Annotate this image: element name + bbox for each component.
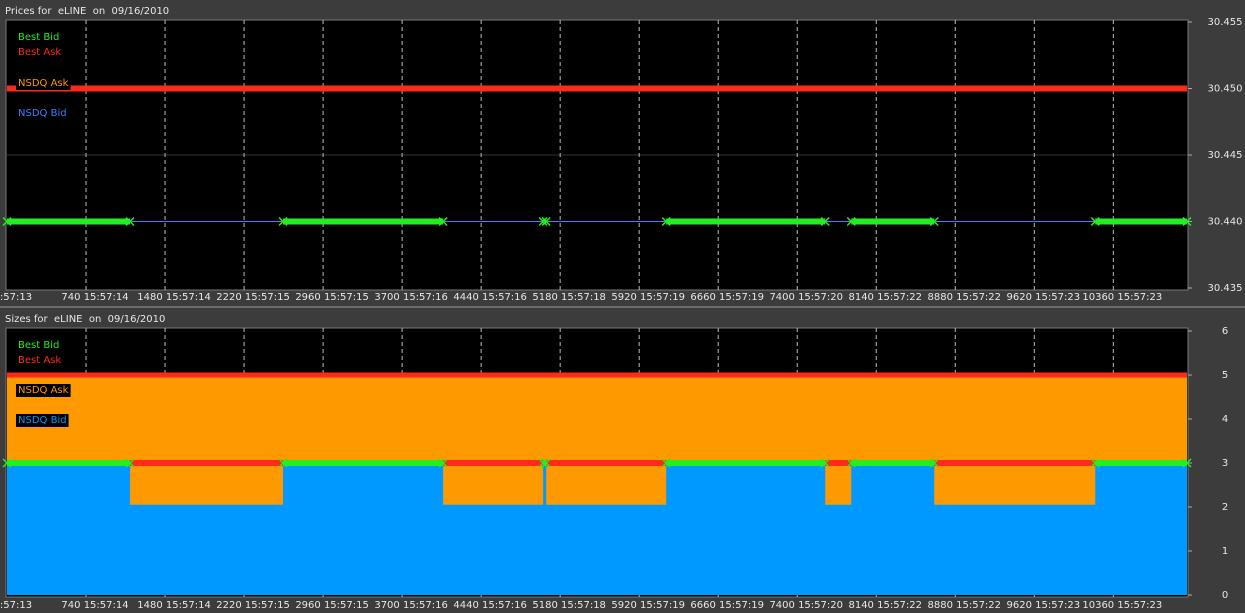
x-tick-label: :57:13	[0, 600, 32, 611]
legend-label: NSDQ Ask	[18, 385, 69, 396]
x-tick-label: 2220 15:57:15	[216, 600, 290, 611]
point-marker	[1182, 458, 1192, 468]
x-tick-label: 8880 15:57:22	[927, 292, 1001, 303]
x-tick-label: :57:13	[0, 292, 32, 303]
point-marker	[2, 216, 12, 227]
point-marker	[438, 216, 448, 227]
point-marker	[661, 216, 671, 227]
legend-box	[16, 414, 69, 427]
x-tick-label: 7400 15:57:20	[769, 600, 843, 611]
y-tick-label: 1	[1222, 546, 1228, 557]
point-marker	[1090, 458, 1100, 468]
x-tick-label: 2220 15:57:15	[216, 292, 290, 303]
panel-title: Prices for eLINE on 09/16/2010	[5, 6, 169, 17]
x-tick-label: 2960 15:57:15	[295, 292, 369, 303]
x-tick-label: 6660 15:57:19	[690, 600, 764, 611]
y-tick-label: 3	[1222, 458, 1228, 469]
point-marker	[538, 216, 548, 227]
x-tick-label: 4440 15:57:16	[453, 600, 527, 611]
x-tick-label: 2960 15:57:15	[295, 600, 369, 611]
legend-label: NSDQ Bid	[18, 108, 67, 119]
legend-label: Best Bid	[18, 32, 59, 43]
point-marker	[278, 216, 288, 227]
y-tick-label: 5	[1222, 370, 1228, 381]
x-tick-label: 6660 15:57:19	[690, 292, 764, 303]
panel-title: Sizes for eLINE on 09/16/2010	[5, 314, 165, 325]
x-tick-label: 5180 15:57:18	[532, 292, 606, 303]
point-marker	[125, 216, 135, 227]
y-tick-label: 30.455	[1208, 17, 1243, 28]
legend-label: Best Ask	[18, 355, 61, 366]
legend-label: NSDQ Bid	[18, 415, 67, 426]
x-tick-label: 8880 15:57:22	[927, 600, 1001, 611]
point-marker	[1182, 216, 1192, 227]
point-marker	[541, 216, 551, 227]
legend-box	[16, 384, 71, 397]
y-tick-label: 0	[1222, 590, 1228, 601]
point-marker	[820, 458, 830, 468]
legend-label: Best Ask	[18, 47, 61, 58]
point-marker	[278, 458, 288, 468]
point-marker	[929, 216, 939, 227]
point-marker	[538, 458, 548, 468]
x-tick-label: 10360 15:57:23	[1082, 292, 1162, 303]
x-tick-label: 3700 15:57:16	[374, 292, 448, 303]
legend-label: NSDQ Ask	[18, 78, 69, 89]
point-marker	[846, 216, 856, 227]
point-marker	[2, 458, 12, 468]
x-tick-label: 10360 15:57:23	[1082, 600, 1162, 611]
x-tick-label: 1480 15:57:14	[137, 292, 211, 303]
point-marker	[846, 458, 856, 468]
x-tick-label: 5920 15:57:19	[611, 600, 685, 611]
y-tick-label: 30.445	[1208, 150, 1243, 161]
legend-box	[16, 107, 69, 120]
point-marker	[820, 216, 830, 227]
x-tick-label: 5920 15:57:19	[611, 292, 685, 303]
point-marker	[438, 458, 448, 468]
legend-box	[16, 339, 62, 352]
x-tick-label: 740 15:57:14	[61, 292, 128, 303]
x-tick-label: 9620 15:57:23	[1007, 292, 1081, 303]
legend-box	[16, 354, 64, 367]
y-tick-label: 30.440	[1208, 217, 1243, 228]
y-tick-label: 4	[1222, 414, 1228, 425]
legend-label: Best Bid	[18, 340, 59, 351]
x-tick-label: 740 15:57:14	[61, 600, 128, 611]
area	[7, 463, 1187, 595]
y-tick-label: 2	[1222, 502, 1228, 513]
legend-box	[16, 31, 62, 44]
x-tick-label: 4440 15:57:16	[453, 292, 527, 303]
x-tick-label: 3700 15:57:16	[374, 600, 448, 611]
point-marker	[541, 458, 551, 468]
x-tick-label: 5180 15:57:18	[532, 600, 606, 611]
y-tick-label: 6	[1222, 326, 1228, 337]
y-tick-label: 30.450	[1208, 84, 1243, 95]
x-tick-label: 8140 15:57:22	[848, 292, 922, 303]
legend-box	[16, 46, 64, 59]
x-tick-label: 9620 15:57:23	[1007, 600, 1081, 611]
x-tick-label: 1480 15:57:14	[137, 600, 211, 611]
x-tick-label: 8140 15:57:22	[848, 600, 922, 611]
point-marker	[661, 458, 671, 468]
legend-box	[16, 77, 71, 90]
y-tick-label: 30.435	[1208, 283, 1243, 294]
point-marker	[929, 458, 939, 468]
point-marker	[1090, 216, 1100, 227]
point-marker	[125, 458, 135, 468]
x-tick-label: 7400 15:57:20	[769, 292, 843, 303]
